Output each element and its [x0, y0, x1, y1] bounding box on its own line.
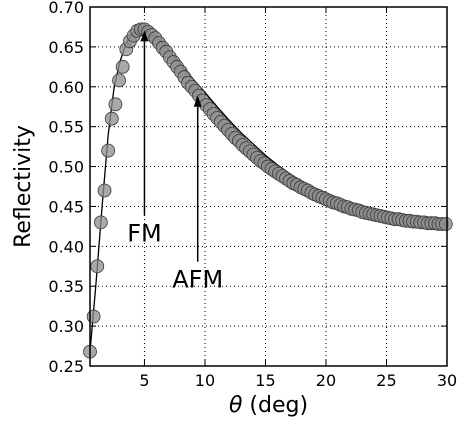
data-point	[86, 309, 101, 324]
y-tick-label: 0.50	[48, 158, 84, 177]
y-tick-label: 0.25	[48, 357, 84, 376]
data-point	[438, 217, 453, 231]
data-point	[90, 259, 105, 274]
plot-frame	[89, 6, 448, 367]
annotation-label-fm: FM	[127, 219, 162, 247]
data-point	[108, 97, 123, 112]
data-point	[97, 183, 112, 198]
y-axis-label: Reflectivity	[11, 125, 36, 248]
x-tick-label: 20	[316, 371, 336, 390]
x-tick-label: 5	[139, 371, 149, 390]
data-point	[115, 59, 130, 74]
x-tick-label: 15	[255, 371, 275, 390]
y-tick-label: 0.35	[48, 277, 84, 296]
data-point	[101, 143, 116, 158]
tick-layer: 5 10 15 20 25 30 0.25 0.30 0.35 0.40 0.45 0.50 0.55 0…	[48, 0, 457, 390]
y-tick-label: 0.55	[48, 118, 84, 137]
x-tick-label: 25	[376, 371, 396, 390]
annotation-arrowhead	[193, 95, 202, 107]
y-tick-label: 0.65	[48, 38, 84, 57]
data-points-layer	[83, 22, 453, 359]
annotation-layer: FM AFM	[127, 30, 223, 294]
x-axis-unit: (deg)	[242, 393, 308, 418]
x-tick-label: 10	[195, 371, 215, 390]
data-point	[112, 73, 126, 88]
data-point	[104, 111, 119, 126]
x-tick-label: 30	[437, 371, 457, 390]
y-tick-label: 0.60	[48, 78, 84, 97]
x-axis-symbol: θ	[229, 393, 243, 418]
data-point	[93, 215, 108, 230]
y-tick-label: 0.40	[48, 237, 84, 256]
y-tick-label: 0.70	[48, 0, 84, 17]
annotation-label-afm: AFM	[172, 266, 223, 294]
x-axis-label: θ (deg)	[229, 393, 308, 418]
y-tick-label: 0.45	[48, 197, 84, 216]
annotation-arrowhead	[140, 30, 149, 42]
y-tick-label: 0.30	[48, 317, 84, 336]
